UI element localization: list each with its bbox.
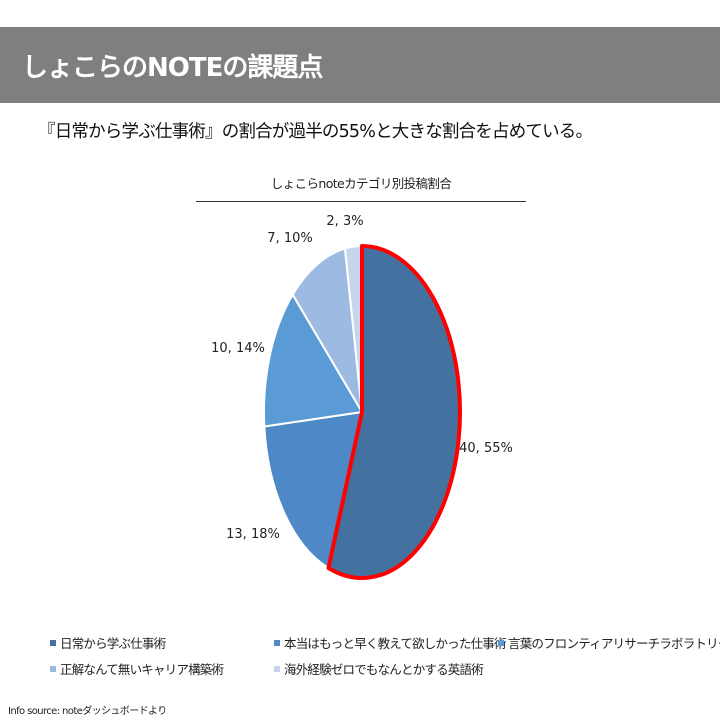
legend-swatch [274, 665, 280, 672]
pie-slice-4 [291, 247, 363, 413]
pie-slice-highlight [326, 244, 462, 580]
pie-slice-3 [263, 292, 364, 428]
legend-label: 言葉のフロンティアリサーチラボラトリー [508, 636, 720, 651]
legend-item-2: 本当はもっと早く教えて欲しかった仕事術 [274, 633, 506, 652]
legend-label: 海外経験ゼロでもなんとかする英語術 [284, 662, 484, 677]
header-bar: しょこらのNOTEの課題点 [0, 27, 720, 103]
data-label-5: 2, 3% [326, 214, 363, 229]
summary-text: 『日常から学ぶ仕事術』の割合が過半の55%と大きな割合を占めている。 [38, 122, 593, 142]
legend-label: 本当はもっと早く教えて欲しかった仕事術 [284, 636, 506, 651]
data-label-4: 7, 10% [267, 231, 312, 246]
data-label-1: 40, 55% [459, 441, 513, 456]
legend-item-1: 日常から学ぶ仕事術 [50, 633, 166, 652]
source-note: Info source: noteダッシュボードより [8, 706, 167, 717]
legend-item-4: 正解なんて無いキャリア構築術 [50, 659, 224, 678]
chart-title: しょこらnoteカテゴリ別投稿割合 [270, 176, 452, 191]
legend-swatch [50, 665, 56, 672]
legend-label: 正解なんて無いキャリア構築術 [60, 662, 224, 677]
page-title: しょこらのNOTEの課題点 [22, 53, 323, 83]
data-label-2: 13, 18% [226, 527, 280, 542]
chart-title-rule [196, 201, 526, 202]
legend-swatch [50, 639, 56, 646]
data-label-3: 10, 14% [211, 341, 265, 356]
legend-label: 日常から学ぶ仕事術 [60, 636, 166, 651]
legend-item-5: 海外経験ゼロでもなんとかする英語術 [274, 659, 484, 678]
legend-item-3: 言葉のフロンティアリサーチラボラトリー [498, 633, 720, 652]
legend-swatch [274, 639, 280, 646]
pie-slice-2 [263, 410, 364, 570]
legend-swatch [498, 639, 504, 646]
